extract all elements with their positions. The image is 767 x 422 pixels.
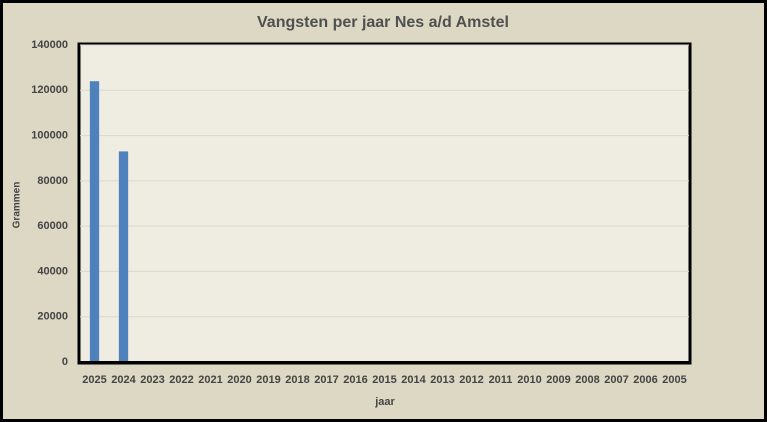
x-tick-label: 2021	[198, 374, 222, 386]
x-tick-label: 2022	[169, 374, 193, 386]
x-tick-label: 2020	[227, 374, 251, 386]
x-tick-label: 2011	[489, 374, 513, 386]
bar	[118, 151, 129, 362]
y-tick-label: 140000	[31, 39, 68, 51]
x-tick-label: 2006	[633, 374, 657, 386]
y-tick-label: 60000	[37, 220, 68, 232]
x-axis-label: jaar	[374, 396, 395, 408]
bar	[89, 81, 100, 362]
x-tick-label: 2016	[343, 374, 367, 386]
x-tick-label: 2014	[401, 374, 426, 386]
x-tick-label: 2024	[111, 374, 136, 386]
x-tick-label: 2015	[372, 374, 396, 386]
x-tick-label: 2025	[82, 374, 106, 386]
y-tick-label: 100000	[31, 129, 68, 141]
x-tick-label: 2007	[604, 374, 628, 386]
plot-area	[77, 42, 692, 365]
x-tick-label: 2013	[430, 374, 454, 386]
x-tick-label: 2005	[662, 374, 686, 386]
x-tick-label: 2009	[546, 374, 570, 386]
y-tick-label: 20000	[37, 311, 68, 323]
chart-title: Vangsten per jaar Nes a/d Amstel	[257, 14, 509, 31]
x-tick-label: 2019	[256, 374, 280, 386]
x-tick-label: 2023	[140, 374, 164, 386]
y-tick-label: 0	[62, 356, 68, 368]
x-tick-label: 2012	[459, 374, 483, 386]
x-tick-label: 2010	[517, 374, 541, 386]
y-tick-label: 120000	[31, 84, 68, 96]
y-tick-label: 80000	[37, 175, 68, 187]
x-tick-label: 2008	[575, 374, 599, 386]
x-tick-label: 2017	[314, 374, 338, 386]
y-tick-label: 40000	[37, 265, 68, 277]
y-axis-label: Grammen	[12, 182, 23, 229]
x-tick-label: 2018	[285, 374, 309, 386]
